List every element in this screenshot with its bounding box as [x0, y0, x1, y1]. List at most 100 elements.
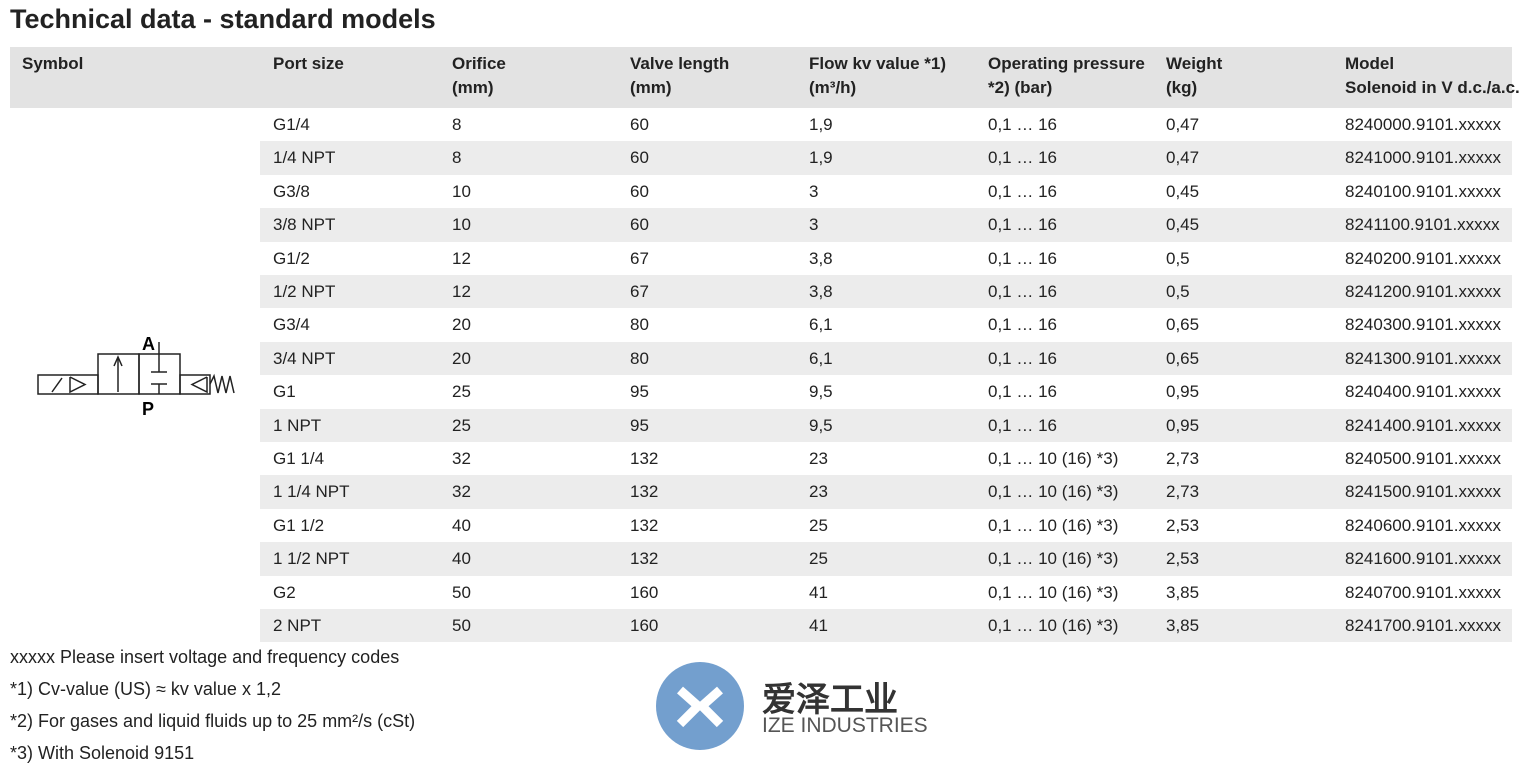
- cell: 160: [630, 616, 659, 635]
- table-row: [260, 508, 1512, 543]
- cell: 2,73: [1166, 449, 1200, 468]
- cell: 8240600.9101.xxxxx: [1345, 515, 1501, 535]
- cell: 8240700.9101.xxxxx: [1345, 582, 1501, 602]
- cell: 6,1: [809, 348, 833, 368]
- table-row: [260, 141, 1512, 175]
- cell: 0,65: [1166, 315, 1200, 335]
- cell: 0,1 … 16: [988, 315, 1057, 335]
- port-label: P: [142, 399, 154, 419]
- watermark-subtitle: IZE INDUSTRIES: [762, 714, 928, 737]
- cell: 8241000.9101.xxxxx: [1345, 148, 1501, 168]
- cell: 41: [809, 616, 828, 635]
- cell: 3/4 NPT: [273, 348, 336, 368]
- cell: 40: [452, 549, 471, 569]
- cell: 8241600.9101.xxxxx: [1345, 549, 1501, 569]
- cell: 3/8 NPT: [273, 215, 336, 235]
- cell: 8240100.9101.xxxxx: [1345, 181, 1501, 201]
- cell: 0,1 … 10 (16) *3): [988, 582, 1119, 602]
- cell: 0,1 … 16: [988, 148, 1057, 168]
- footnote: *2) For gases and liquid fluids up to 25…: [10, 711, 416, 731]
- cell: 8240000.9101.xxxxx: [1345, 115, 1501, 134]
- column-header: (m³/h): [809, 78, 857, 97]
- cell: 3: [809, 215, 819, 235]
- table-row: [260, 475, 1512, 509]
- cell: 3,85: [1166, 582, 1200, 602]
- port-label: A: [142, 334, 155, 354]
- cell: 1,9: [809, 148, 833, 168]
- column-header: *2) (bar): [988, 78, 1053, 97]
- cell: 25: [809, 549, 828, 569]
- cell: 1 NPT: [273, 415, 322, 435]
- cell: 160: [630, 582, 659, 602]
- cell: 1 1/4 NPT: [273, 482, 350, 502]
- cell: 8: [452, 148, 462, 168]
- cell: 0,47: [1166, 115, 1200, 134]
- cell: 1/2 NPT: [273, 282, 336, 301]
- column-header: (kg): [1166, 78, 1198, 97]
- cell: G1/4: [273, 115, 310, 134]
- cell: 132: [630, 482, 659, 502]
- cell: 0,45: [1166, 215, 1200, 235]
- cell: 41: [809, 582, 828, 602]
- cell: 60: [630, 181, 649, 201]
- cell: 8240400.9101.xxxxx: [1345, 382, 1501, 402]
- cell: 0,1 … 10 (16) *3): [988, 449, 1119, 468]
- watermark-logo: [656, 662, 744, 750]
- cell: 20: [452, 315, 471, 335]
- cell: 132: [630, 515, 659, 535]
- cell: G1/2: [273, 248, 310, 268]
- cell: 23: [809, 449, 828, 468]
- cell: 0,1 … 16: [988, 248, 1057, 268]
- title: Technical data - standard models: [10, 4, 436, 34]
- cell: 9,5: [809, 382, 833, 402]
- cell: 2,53: [1166, 515, 1200, 535]
- cell: 3,85: [1166, 616, 1200, 635]
- column-header: Model: [1345, 54, 1395, 73]
- cell: 50: [452, 616, 471, 635]
- cell: G1 1/2: [273, 515, 325, 535]
- column-header: Solenoid in V d.c./a.c.: [1345, 78, 1520, 97]
- cell: 8240500.9101.xxxxx: [1345, 449, 1501, 468]
- cell: 132: [630, 449, 659, 468]
- table-row: [260, 609, 1512, 643]
- cell: 80: [630, 348, 649, 368]
- cell: 3,8: [809, 282, 833, 301]
- cell: 50: [452, 582, 471, 602]
- footnote: *1) Cv-value (US) ≈ kv value x 1,2: [10, 679, 281, 699]
- table-row: [260, 208, 1512, 242]
- cell: 0,45: [1166, 181, 1200, 201]
- cell: 8240300.9101.xxxxx: [1345, 315, 1501, 335]
- column-header: (mm): [630, 78, 672, 97]
- table-row: [260, 275, 1512, 309]
- cell: 0,1 … 10 (16) *3): [988, 616, 1119, 635]
- table-row: [260, 408, 1512, 442]
- cell: 3: [809, 181, 819, 201]
- cell: 8241100.9101.xxxxx: [1345, 215, 1500, 235]
- cell: G3/4: [273, 315, 310, 335]
- cell: 0,1 … 10 (16) *3): [988, 549, 1119, 569]
- cell: 20: [452, 348, 471, 368]
- cell: 0,95: [1166, 415, 1200, 435]
- cell: 8241700.9101.xxxxx: [1345, 616, 1501, 635]
- cell: 8240200.9101.xxxxx: [1345, 248, 1501, 268]
- cell: 60: [630, 115, 649, 134]
- column-header: Operating pressure: [988, 54, 1145, 73]
- cell: 0,5: [1166, 282, 1190, 301]
- cell: 1/4 NPT: [273, 148, 336, 168]
- cell: 0,1 … 16: [988, 382, 1057, 402]
- table-row: [260, 174, 1512, 209]
- cell: 0,1 … 16: [988, 181, 1057, 201]
- table-row: [260, 575, 1512, 609]
- cell: 95: [630, 382, 649, 402]
- cell: 0,1 … 16: [988, 215, 1057, 235]
- cell: 2 NPT: [273, 616, 322, 635]
- cell: 32: [452, 449, 471, 468]
- cell: 0,1 … 16: [988, 415, 1057, 435]
- column-header: Port size: [273, 54, 344, 73]
- table-header: [10, 47, 1512, 108]
- column-header: Weight: [1166, 54, 1223, 73]
- cell: 8241200.9101.xxxxx: [1345, 282, 1501, 301]
- table-row: [260, 308, 1512, 342]
- cell: 8241500.9101.xxxxx: [1345, 482, 1501, 502]
- cell: 25: [452, 382, 471, 402]
